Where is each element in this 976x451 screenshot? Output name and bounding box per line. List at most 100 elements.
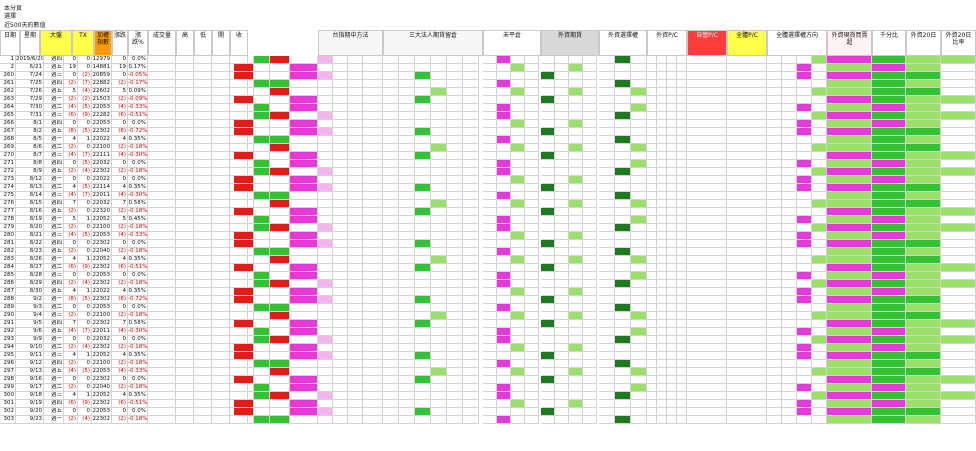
cell-s4-3	[583, 360, 597, 368]
cell-s9-0	[767, 304, 782, 312]
cell-s3-1	[497, 72, 511, 80]
cell-s2-2	[415, 72, 431, 80]
cell-s4-1	[555, 344, 569, 352]
cell-mixed-block	[270, 144, 290, 152]
cell-low	[194, 384, 212, 392]
cell-s4-0	[541, 56, 555, 64]
cell-magenta-block	[290, 400, 318, 408]
cell-s1-2	[348, 168, 363, 176]
cell-s1-2	[348, 128, 363, 136]
cell-volume	[148, 296, 176, 304]
cell-high	[176, 112, 194, 120]
cell-s3-0	[483, 288, 497, 296]
cell-v3: 22302	[92, 128, 112, 136]
cell-s9-3	[812, 256, 827, 264]
cell-s5-1	[615, 160, 631, 168]
cell-v4: 0	[112, 272, 128, 280]
cell-v4: (2)	[112, 344, 128, 352]
cell-s12	[906, 64, 941, 72]
cell-s11	[872, 88, 906, 96]
cell-s4-0	[541, 256, 555, 264]
cell-s2-1	[399, 320, 415, 328]
cell-s1-2	[348, 312, 363, 320]
cell-s6-3	[677, 88, 687, 96]
cell-s9-1	[782, 192, 797, 200]
cell-s2-1	[399, 64, 415, 72]
cell-s2-2	[415, 112, 431, 120]
cell-s5-1	[615, 376, 631, 384]
cell-mixed-block	[270, 136, 290, 144]
cell-high	[176, 352, 194, 360]
cell-v3: 22053	[92, 408, 112, 416]
cell-low	[194, 256, 212, 264]
cell-s1-3	[363, 192, 383, 200]
cell-s11	[872, 152, 906, 160]
cell-s3-0	[483, 416, 497, 424]
cell-red-block	[234, 168, 254, 176]
cell-red-block	[234, 104, 254, 112]
cell-s4-2	[569, 96, 583, 104]
cell-s4-3	[583, 304, 597, 312]
cell-s5-0	[599, 80, 615, 88]
cell-red-block	[234, 304, 254, 312]
cell-s13	[941, 416, 976, 424]
table-row: 285 8/28 週三 0 0 22053 0 0.0%	[0, 272, 976, 280]
cell-s2-1	[399, 288, 415, 296]
cell-v5: 0.0%	[128, 376, 148, 384]
cell-mixed-block	[270, 104, 290, 112]
cell-volume	[148, 264, 176, 272]
cell-v4: (2)	[112, 144, 128, 152]
cell-s2-3	[431, 352, 447, 360]
cell-v2: (2)	[78, 72, 92, 80]
cell-green-block	[254, 240, 270, 248]
cell-s5-0	[599, 288, 615, 296]
cell-s7	[687, 240, 727, 248]
cell-date: 7/25	[16, 80, 44, 88]
cell-s9-2	[797, 88, 812, 96]
cell-magenta-block	[290, 72, 318, 80]
cell-s4-0	[541, 104, 555, 112]
cell-s6-1	[657, 104, 667, 112]
cell-s9-3	[812, 400, 827, 408]
cell-s9-0	[767, 96, 782, 104]
cell-v2: 0	[78, 312, 92, 320]
cell-s5-2	[631, 304, 647, 312]
cell-s3-2	[511, 400, 525, 408]
cell-s11	[872, 264, 906, 272]
cell-green-block	[254, 384, 270, 392]
cell-s6-2	[667, 160, 677, 168]
cell-s1-1	[333, 408, 348, 416]
cell-s3-3	[525, 232, 539, 240]
cell-volume	[148, 400, 176, 408]
cell-s1-1	[333, 344, 348, 352]
cell-s5-1	[615, 240, 631, 248]
cell-s1-2	[348, 152, 363, 160]
cell-s2-2	[415, 312, 431, 320]
cell-magenta-block	[290, 200, 318, 208]
cell-s6-0	[647, 416, 657, 424]
cell-s1-0	[318, 120, 333, 128]
cell-s12	[906, 208, 941, 216]
cell-s1-2	[348, 200, 363, 208]
cell-s3-0	[483, 160, 497, 168]
cell-low	[194, 264, 212, 272]
cell-s9-3	[812, 120, 827, 128]
cell-s9-2	[797, 352, 812, 360]
cell-s4-2	[569, 272, 583, 280]
cell-s6-1	[657, 312, 667, 320]
cell-s3-2	[511, 96, 525, 104]
cell-s5-2	[631, 240, 647, 248]
cell-s9-1	[782, 208, 797, 216]
cell-v5: -0.18%	[128, 344, 148, 352]
cell-high	[176, 264, 194, 272]
cell-magenta-block	[290, 304, 318, 312]
cell-date: 7/24	[16, 72, 44, 80]
cell-s1-1	[333, 368, 348, 376]
cell-s2-1	[399, 152, 415, 160]
cell-s9-1	[782, 144, 797, 152]
cell-s9-1	[782, 120, 797, 128]
cell-s2-2	[415, 408, 431, 416]
cell-date: 9/16	[16, 376, 44, 384]
cell-s9-1	[782, 224, 797, 232]
cell-s3-3	[525, 272, 539, 280]
